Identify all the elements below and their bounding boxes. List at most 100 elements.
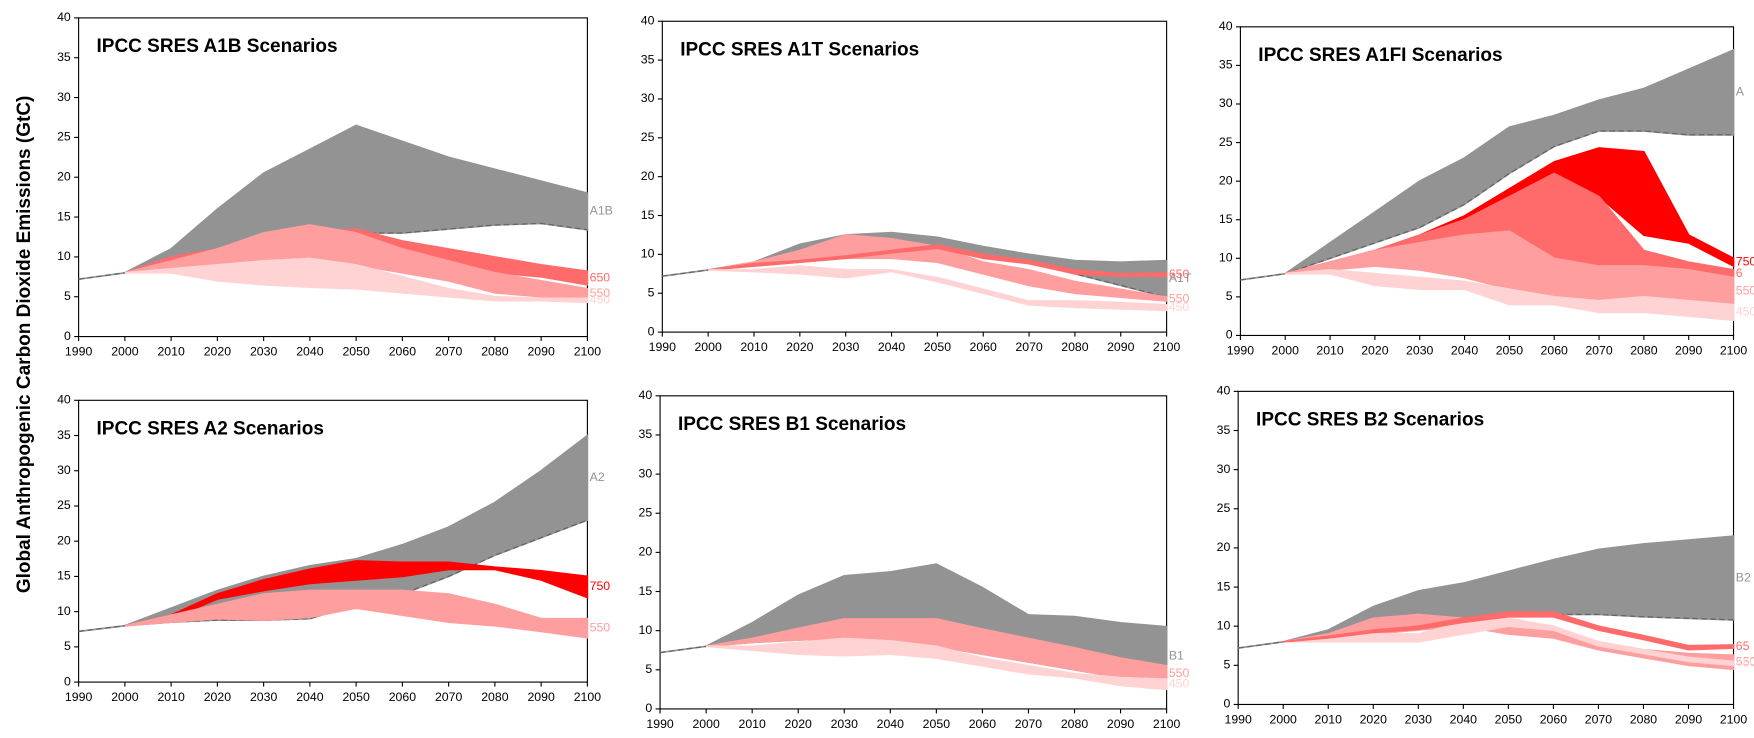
y-tick-label: 25	[641, 130, 655, 144]
series-label: 550	[1169, 666, 1190, 680]
x-tick-label: 2020	[785, 717, 813, 731]
y-tick-label: 40	[57, 10, 71, 24]
y-tick-label: 25	[57, 130, 71, 144]
x-tick-label: 2100	[1720, 343, 1748, 357]
y-tick-label: 40	[1219, 19, 1233, 33]
band	[1285, 230, 1735, 306]
x-tick-label: 2040	[296, 344, 324, 358]
band	[124, 589, 589, 639]
x-tick-label: 1990	[65, 344, 93, 358]
x-tick-label: 2040	[296, 690, 324, 704]
y-tick-label: 0	[645, 701, 652, 715]
x-tick-label: 2090	[1675, 343, 1703, 357]
x-tick-label: 2090	[1107, 340, 1135, 354]
x-tick-label: 2010	[1315, 712, 1343, 726]
y-tick-label: 5	[645, 662, 652, 676]
x-tick-label: 2050	[342, 690, 370, 704]
series-label: 450	[1169, 677, 1190, 691]
panel: 0 5 10 15 20 25 30 35 40 1990 2000 2010 2020 2030 2040…	[641, 13, 1192, 354]
y-tick-label: 10	[639, 623, 653, 637]
x-tick-label: 1990	[1227, 343, 1255, 357]
y-axis-label: Global Anthropogenic Carbon Dioxide Emis…	[14, 96, 35, 594]
series-label: 650	[590, 270, 611, 284]
y-tick-label: 10	[57, 604, 71, 618]
series-label: 450	[590, 293, 611, 307]
series-label: 450	[1736, 656, 1754, 670]
x-tick-label: 2000	[1270, 712, 1298, 726]
series-label: 550	[590, 286, 611, 300]
series-label: A1B	[590, 204, 613, 218]
series-label: 450	[1736, 305, 1754, 319]
x-tick-label: 2000	[1272, 343, 1300, 357]
y-tick-label: 35	[639, 427, 653, 441]
x-tick-label: 2070	[1585, 712, 1613, 726]
series-label: 550	[1169, 291, 1190, 305]
y-tick-label: 30	[1219, 96, 1233, 110]
x-tick-label: 2050	[1495, 712, 1523, 726]
x-tick-label: 2000	[694, 340, 722, 354]
band	[124, 560, 589, 627]
x-tick-label: 2080	[1630, 343, 1658, 357]
series-label: 550	[1736, 283, 1754, 297]
y-tick-label: 5	[64, 639, 71, 653]
x-tick-label: 2080	[1630, 712, 1658, 726]
y-tick-label: 0	[64, 329, 71, 343]
x-tick-label: 2080	[481, 690, 509, 704]
y-tick-label: 20	[57, 169, 71, 183]
x-tick-label: 2100	[574, 690, 602, 704]
y-tick-label: 40	[639, 388, 653, 402]
x-tick-label: 2080	[1061, 340, 1089, 354]
x-tick-label: 2060	[1541, 343, 1569, 357]
panel: 0 5 10 15 20 25 30 35 40 1990 2000 2010 2020 2030 2040…	[639, 388, 1190, 731]
series-label: 550	[1736, 654, 1754, 668]
x-tick-label: 2100	[1153, 717, 1181, 731]
series-label: A	[1736, 85, 1745, 99]
x-tick-label: 2060	[970, 340, 998, 354]
chart-title: IPCC SRES A1B Scenarios	[97, 36, 338, 57]
y-tick-label: 10	[1219, 251, 1233, 265]
x-tick-label: 2010	[157, 690, 185, 704]
x-tick-label: 2050	[1496, 343, 1524, 357]
x-tick-label: 2050	[923, 717, 951, 731]
y-tick-label: 25	[639, 505, 653, 519]
y-tick-label: 15	[1219, 212, 1233, 226]
y-tick-label: 30	[639, 466, 653, 480]
panel: 0 5 10 15 20 25 30 35 40 1990 2000 2010 2020 2030 2040…	[1219, 19, 1754, 357]
y-tick-label: 40	[1217, 384, 1231, 398]
x-tick-label: 2080	[481, 344, 509, 358]
x-tick-label: 2050	[924, 340, 952, 354]
y-tick-label: 35	[57, 428, 71, 442]
series-label: 65	[1736, 639, 1750, 653]
series-label: 450	[1169, 300, 1190, 314]
y-tick-label: 30	[641, 91, 655, 105]
series-label: A2	[590, 470, 605, 484]
band	[1285, 269, 1735, 321]
chart-title: IPCC SRES A2 Scenarios	[97, 418, 324, 439]
y-tick-label: 0	[64, 674, 71, 688]
band	[708, 234, 1168, 302]
x-tick-label: 2010	[738, 717, 766, 731]
y-tick-label: 35	[57, 50, 71, 64]
x-tick-label: 2090	[1107, 717, 1135, 731]
y-tick-label: 5	[1226, 289, 1233, 303]
y-tick-label: 10	[641, 247, 655, 261]
x-tick-label: 2070	[1015, 340, 1043, 354]
x-tick-label: 2000	[692, 717, 720, 731]
series-label: 6	[1736, 266, 1743, 280]
chart-title: IPCC SRES A1T Scenarios	[680, 39, 919, 60]
y-tick-label: 5	[1224, 658, 1231, 672]
x-tick-label: 2070	[1015, 717, 1043, 731]
y-tick-label: 30	[57, 463, 71, 477]
x-tick-label: 2040	[877, 717, 905, 731]
y-tick-label: 0	[1224, 697, 1231, 711]
band-lower-edge	[1240, 130, 1734, 281]
panel: 0 5 10 15 20 25 30 35 40 1990 2000 2010 2020 2030 2040…	[57, 393, 610, 704]
x-tick-label: 2060	[389, 690, 417, 704]
y-tick-label: 0	[1226, 328, 1233, 342]
x-tick-label: 2090	[527, 690, 555, 704]
x-tick-label: 2040	[878, 340, 906, 354]
y-tick-label: 10	[1217, 618, 1231, 632]
series-label: 750	[1736, 254, 1754, 268]
y-tick-label: 15	[641, 208, 655, 222]
